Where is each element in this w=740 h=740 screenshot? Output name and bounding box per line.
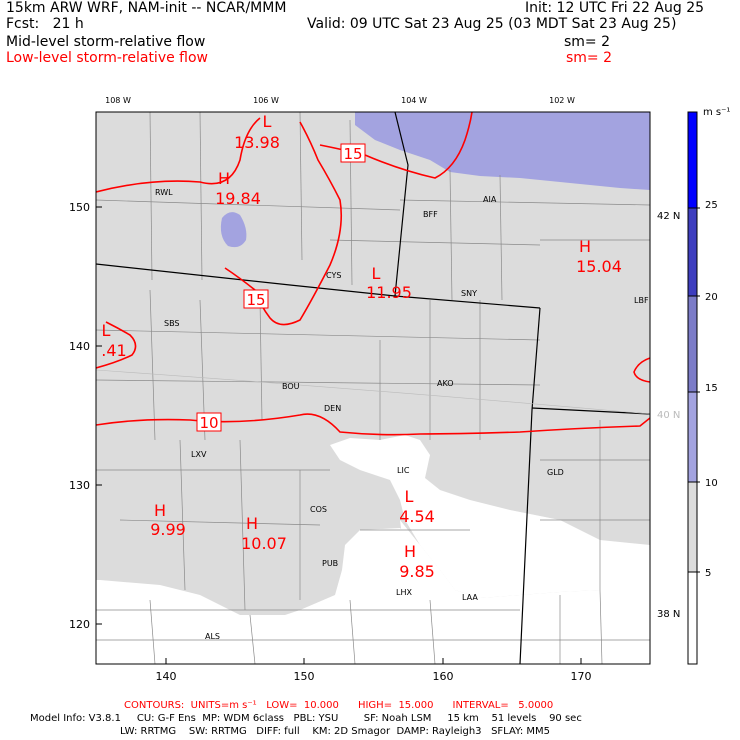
map-field: RWL BFF AIA CYS SNY SBS LBF AKO BOU DEN … <box>96 112 650 664</box>
station-label: LIC <box>397 466 410 475</box>
valid-time: Valid: 09 UTC Sat 23 Aug 25 (03 MDT Sat … <box>307 16 677 32</box>
y-tick-label: 150 <box>69 201 90 214</box>
y-tick-label: 130 <box>69 479 90 492</box>
colorbar-level: 15 <box>705 383 718 394</box>
contour-10 <box>96 413 650 436</box>
colorbar-swatch-10-15 <box>688 392 697 482</box>
latitude-label: 40 N <box>657 410 680 421</box>
colorbar-swatch-15-20 <box>688 296 697 392</box>
extremum-value: 15.04 <box>576 257 622 276</box>
extremum-value: 11.95 <box>366 283 412 302</box>
wind-shade-10-15 <box>355 112 650 190</box>
colorbar-swatch-5-10 <box>688 482 697 572</box>
station-label: AKO <box>437 379 454 388</box>
low-level-smoothing: sm= 2 <box>566 50 613 66</box>
x-tick-label: 140 <box>156 670 177 683</box>
longitude-label: 106 W <box>253 96 279 105</box>
station-label: LXV <box>191 450 207 459</box>
model-title: 15km ARW WRF, NAM-init -- NCAR/MMM <box>6 0 287 16</box>
latitude-label: 42 N <box>657 211 680 222</box>
extremum-type: L <box>263 112 272 131</box>
extremum-value: .41 <box>101 341 126 360</box>
x-tick-label: 160 <box>433 670 454 683</box>
contour-label-boxes: 15 15 10 <box>196 143 366 432</box>
extremum-type: L <box>102 321 111 340</box>
colorbar-swatch-20-25 <box>688 208 697 296</box>
station-label: COS <box>310 505 327 514</box>
forecast-hour: Fcst: 21 h <box>6 16 84 32</box>
colorbar-swatch-0-5 <box>688 572 697 664</box>
station-label: DEN <box>324 404 341 413</box>
station-label: RWL <box>155 188 173 197</box>
colorbar-level: 25 <box>705 200 718 211</box>
contour-15-d <box>96 321 137 369</box>
model-info-line-2: LW: RRTMG SW: RRTMG DIFF: full KM: 2D Sm… <box>120 726 550 737</box>
extremum-value: 10.07 <box>241 534 287 553</box>
contour-15-e <box>633 357 650 383</box>
low-level-title: Low-level storm-relative flow <box>6 50 209 66</box>
extremum-value: 4.54 <box>399 507 435 526</box>
station-label: SBS <box>164 319 180 328</box>
station-label: BFF <box>423 210 438 219</box>
longitude-label: 104 W <box>401 96 427 105</box>
station-label: SNY <box>461 289 477 298</box>
y-tick-label: 140 <box>69 340 90 353</box>
model-info-line-1: Model Info: V3.8.1 CU: G-F Ens MP: WDM 6… <box>30 713 582 724</box>
extremum-value: 13.98 <box>234 133 280 152</box>
extremum-type: H <box>154 501 166 520</box>
wind-shade-10-15-lake <box>220 212 247 248</box>
x-tick-label: 170 <box>571 670 592 683</box>
extremum-value: 9.85 <box>399 562 435 581</box>
colorbar-swatch-25-plus <box>688 112 697 208</box>
longitude-label: 102 W <box>549 96 575 105</box>
contour-label: 15 <box>246 291 265 309</box>
station-label: AIA <box>483 195 497 204</box>
colorbar-unit: m s⁻¹ <box>703 107 730 118</box>
color-bar: m s⁻¹ 25 20 15 10 5 <box>687 107 730 665</box>
longitude-label: 108 W <box>105 96 131 105</box>
extremum-value: 9.99 <box>150 520 186 539</box>
extremum-type: H <box>246 514 258 533</box>
contour-info: CONTOURS: UNITS=m s⁻¹ LOW= 10.000 HIGH= … <box>124 700 554 711</box>
y-tick-label: 120 <box>69 618 90 631</box>
colorbar-level: 5 <box>705 568 711 579</box>
station-label: GLD <box>547 468 564 477</box>
calm-area <box>330 435 650 598</box>
colorbar-level: 20 <box>705 292 718 303</box>
extremum-type: H <box>579 237 591 256</box>
extremum-type: H <box>218 169 230 188</box>
mid-level-title: Mid-level storm-relative flow <box>6 34 206 50</box>
station-label: CYS <box>326 271 341 280</box>
mid-level-smoothing: sm= 2 <box>564 34 611 50</box>
extremum-value: 19.84 <box>215 189 261 208</box>
state-borders <box>96 112 650 664</box>
x-tick-label: 150 <box>294 670 315 683</box>
county-lines <box>96 112 650 664</box>
map-frame <box>95 111 651 665</box>
contour-15-a <box>96 117 261 193</box>
colorbar-level: 10 <box>705 478 718 489</box>
contour-label: 10 <box>199 414 218 432</box>
station-label: LBF <box>634 296 649 305</box>
extremum-type: L <box>372 264 381 283</box>
station-label: BOU <box>282 382 300 391</box>
station-label: LHX <box>396 588 412 597</box>
contour-label: 15 <box>343 145 362 163</box>
station-label: ALS <box>205 632 220 641</box>
latitude-label: 38 N <box>657 609 680 620</box>
extremum-type: H <box>404 542 416 561</box>
station-label: LAA <box>462 593 478 602</box>
init-time: Init: 12 UTC Fri 22 Aug 25 <box>525 0 705 16</box>
station-label: PUB <box>322 559 338 568</box>
extremum-type: L <box>405 487 414 506</box>
